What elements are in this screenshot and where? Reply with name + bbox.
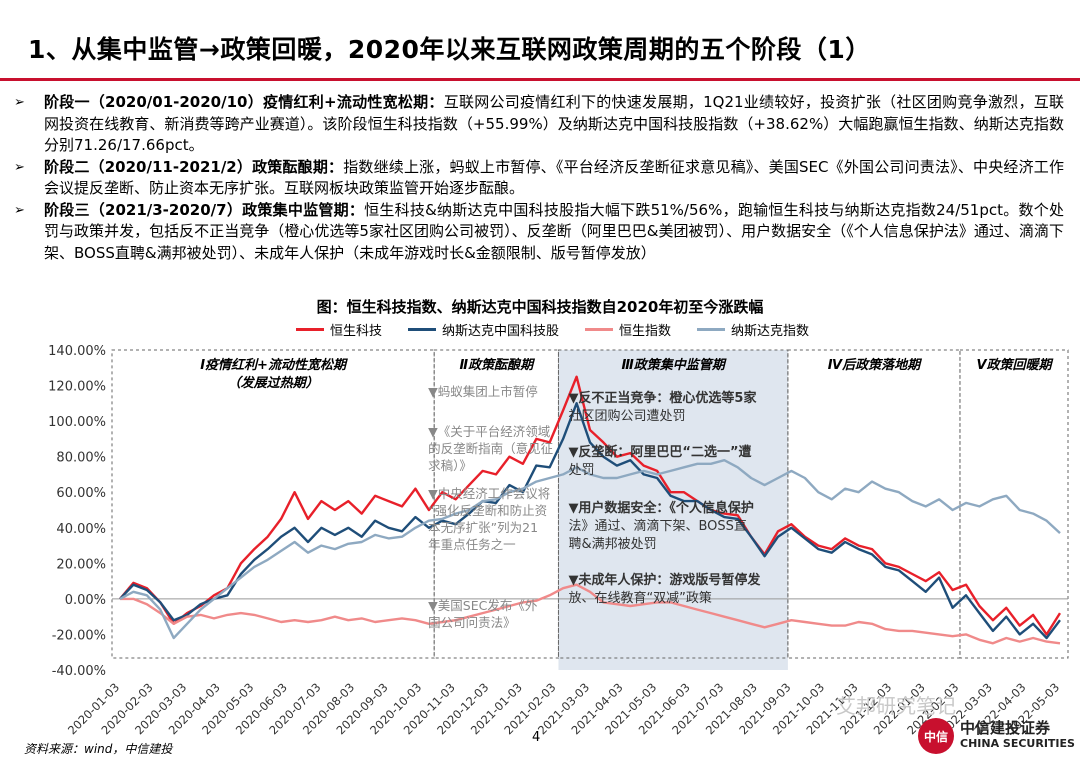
phase-label: Ⅳ后政策落地期 [828,357,922,373]
legend-label: 纳斯达克指数 [731,324,810,339]
bullet-stage-3: ➢ 阶段三（2021/3-2020/7）政策集中监管期：恒生科技&纳斯达克中国科… [14,200,1064,265]
y-tick-label: 140.00% [48,344,106,359]
series-line-nasdaq [119,458,1061,640]
annotation-phase2: ▼《关于平台经济领域的反垄断指南（意见征求稿）》 [428,424,554,473]
watermark-text: 艾邦研究笔记 [836,694,956,718]
phase-box [787,349,961,659]
logo-name-en: CHINA SECURITIES [960,737,1075,750]
logo-seal-icon: 中信 [918,718,954,754]
annotation-phase2: ▼蚂蚁集团上市暂停 [428,384,538,399]
series-line-hsi [120,583,1061,645]
bullet-list: ➢ 阶段一（2020/01-2020/10）疫情红利+流动性宽松期：互联网公司疫… [14,92,1064,264]
bullet-text: 互联网公司疫情红利下的快速发展期，1Q21业绩较好，投资扩张（社区团购竞争激烈，… [44,93,1064,154]
y-tick-label: 0.00% [65,593,106,608]
y-tick-label: 40.00% [56,522,106,537]
arrow-bullet-icon: ➢ [14,159,25,175]
phase-label: Ⅴ政策回暖期 [976,357,1053,373]
y-tick-label: 100.00% [48,415,106,430]
legend-swatch [697,328,726,331]
legend-swatch [296,328,324,331]
legend-swatch [585,328,614,331]
phase-label: Ⅲ政策集中监管期 [622,357,727,373]
annotation-phase3: ▼未成年人保护：游戏版号暂停发放、在线教育“双减”政策 [568,572,761,606]
chart-legend: 恒生科技 纳斯达克中国科技股 恒生指数 纳斯达克指数 [296,320,809,339]
legend-swatch [408,328,437,331]
phase-label: Ⅰ疫情红利+流动性宽松期 [200,357,348,373]
arrow-bullet-icon: ➢ [14,202,25,218]
annotation-phase3: ▼反垄断：阿里巴巴“二选一”遭处罚 [568,444,751,478]
series-line-hstech [119,375,1062,636]
annotation-phase2: ▼美国SEC发布《外国公司问责法》 [428,598,538,630]
arrow-bullet-icon: ➢ [14,95,25,110]
legend-label: 纳斯达克中国科技股 [442,324,560,339]
legend-item-nasdaq: 纳斯达克指数 [697,320,809,339]
bullet-heading: 阶段一（2020/01-2020/10）疫情红利+流动性宽松期： [44,93,444,111]
bullet-stage-1: ➢ 阶段一（2020/01-2020/10）疫情红利+流动性宽松期：互联网公司疫… [14,92,1064,157]
legend-label: 恒生科技 [330,324,383,339]
bullet-stage-2: ➢ 阶段二（2020/11-2021/2）政策酝酿期：指数继续上涨，蚂蚁上市暂停… [14,157,1064,200]
company-logo: 中信 中信建投证券 CHINA SECURITIES [918,718,1075,754]
bullet-heading: 阶段三（2021/3-2020/7）政策集中监管期： [44,200,365,219]
phase-box [959,349,1069,659]
phase-box [557,349,789,659]
line-chart: Ⅰ疫情红利+流动性宽松期 （发展过热期） Ⅱ政策酝酿期 Ⅲ政策集中监管期 Ⅳ后政策落地期… [48,344,1069,737]
y-tick-label: -20.00% [52,628,106,643]
bullet-text: 恒生科技&纳斯达克中国科技股指大幅下跌51%/56%，跑输恒生科技与纳斯达克指数… [44,200,1064,262]
page-title: 1、从集中监管→政策回暖，2020年以来互联网政策周期的五个阶段（1） [28,35,871,64]
legend-item-hsi: 恒生指数 [585,320,671,339]
y-tick-label: 60.00% [56,486,106,501]
y-tick-label: 120.00% [48,380,106,395]
bullet-text: 指数继续上涨，蚂蚁上市暂停、《平台经济反垄断征求意见稿》、美国SEC《外国公司问… [44,157,1064,198]
bullet-heading: 阶段二（2020/11-2021/2）政策酝酿期： [44,157,344,176]
legend-item-hstech: 恒生科技 [296,320,382,339]
annotation-phase3: ▼用户数据安全：《个人信息保护法》通过、滴滴下架、BOSS直聘&满邦被处罚 [568,500,754,552]
series-line-nasdaq_cn_tech [119,402,1061,640]
phase-3-shade [558,350,788,670]
y-tick-label: -40.00% [52,664,106,679]
logo-name-cn: 中信建投证券 [960,719,1051,737]
legend-item-nasdaq-cn-tech: 纳斯达克中国科技股 [408,320,559,339]
y-tick-label: 80.00% [56,451,106,466]
annotation-phase3: ▼反不正当竞争：橙心优选等5家社区团购公司遭处罚 [568,390,757,424]
annotation-phase2: ▼中央经济工作会议将“强化反垄断和防止资本无序扩张”列为21 年重点任务之一 [428,486,550,552]
y-tick-label: 20.00% [56,557,106,572]
legend-label: 恒生指数 [619,324,672,339]
figure-title: 图：恒生科技指数、纳斯达克中国科技指数自2020年初至今涨跌幅 [316,298,764,316]
page-number: 4 [532,730,541,745]
source-note: 资料来源：wind，中信建投 [24,742,173,756]
title-divider [0,78,1080,81]
phase-label: Ⅱ政策酝酿期 [460,357,536,373]
phase-sublabel: （发展过热期） [228,375,319,391]
